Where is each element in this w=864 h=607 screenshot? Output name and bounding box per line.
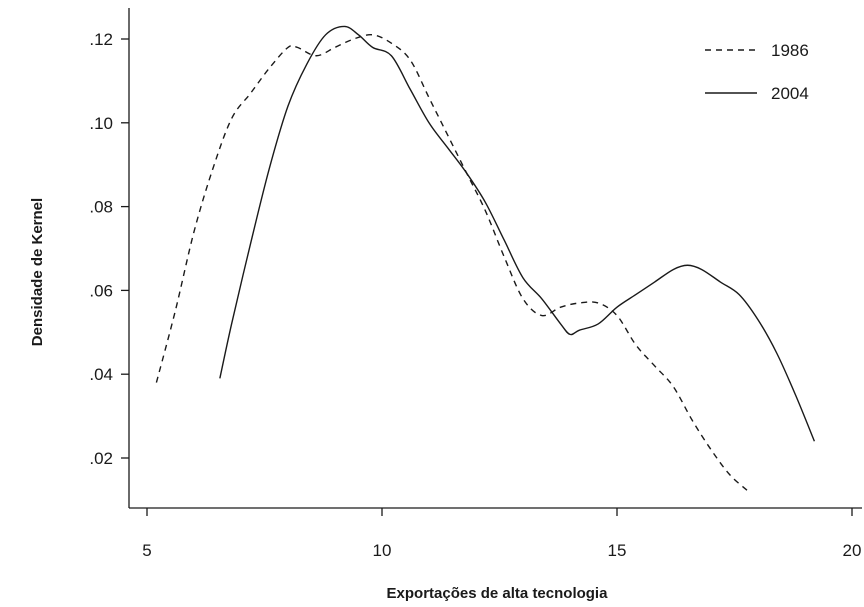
series-line-2004	[219, 25, 816, 442]
legend-label-1986: 1986	[771, 41, 809, 60]
series-lines	[155, 25, 816, 493]
y-tick-label: .10	[89, 114, 113, 133]
x-axis-title: Exportações de alta tecnologia	[387, 585, 609, 602]
x-tick-label: 5	[142, 541, 151, 560]
legend-label-2004: 2004	[771, 84, 809, 103]
legend: 1986 2004	[705, 41, 809, 103]
x-tick-label: 15	[608, 541, 627, 560]
x-axis-ticks: 5 10 15 20	[142, 508, 861, 560]
y-tick-label: .06	[89, 281, 113, 300]
y-axis-title: Densidade de Kernel	[29, 198, 46, 346]
y-tick-label: .02	[89, 449, 113, 468]
x-tick-label: 10	[373, 541, 392, 560]
y-tick-label: .08	[89, 198, 113, 217]
axes	[128, 8, 862, 509]
series-line-1986	[155, 34, 750, 493]
y-tick-label: .12	[89, 30, 113, 49]
y-axis-ticks: .02 .04 .06 .08 .10 .12	[89, 30, 129, 468]
y-tick-label: .04	[89, 365, 113, 384]
x-tick-label: 20	[843, 541, 862, 560]
